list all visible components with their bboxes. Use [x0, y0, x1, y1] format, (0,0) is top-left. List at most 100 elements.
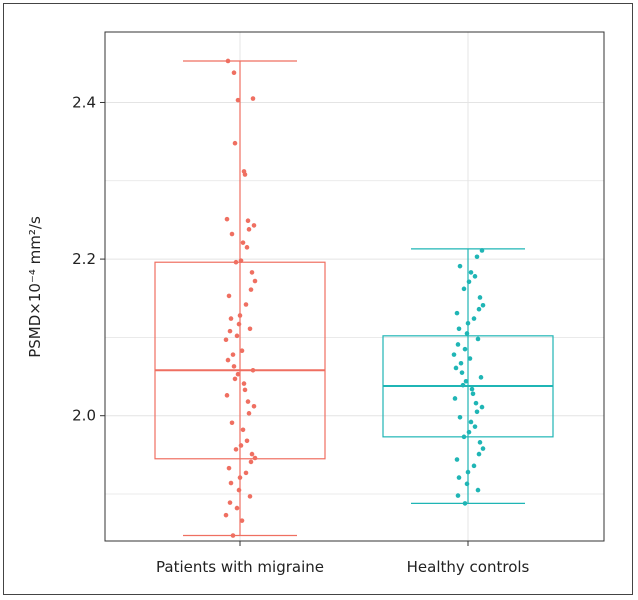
data-point: [468, 270, 474, 275]
data-point: [227, 328, 233, 334]
data-point: [228, 480, 234, 486]
figure-frame: [3, 3, 633, 595]
data-point: [230, 352, 236, 357]
data-point: [451, 352, 457, 357]
data-point: [229, 231, 235, 237]
data-point: [476, 451, 482, 457]
data-point: [455, 342, 461, 347]
data-point: [234, 505, 240, 511]
data-point: [242, 387, 248, 393]
data-point: [461, 434, 467, 440]
data-point: [237, 475, 243, 480]
data-point: [237, 313, 243, 318]
data-point: [467, 356, 473, 361]
data-point: [248, 287, 254, 292]
data-point: [456, 475, 462, 480]
data-point: [480, 446, 486, 451]
data-point: [245, 399, 251, 404]
data-point: [474, 409, 480, 415]
data-point: [230, 533, 236, 538]
data-point: [252, 455, 258, 461]
data-point: [462, 346, 468, 352]
series-0: [154, 58, 326, 538]
data-point: [466, 279, 472, 285]
data-point: [465, 321, 471, 326]
data-point: [243, 470, 249, 476]
data-point: [250, 367, 256, 373]
data-point: [471, 316, 477, 321]
data-point: [469, 386, 475, 392]
plot-panel: [104, 31, 605, 542]
data-point: [477, 440, 483, 445]
data-point: [235, 97, 241, 103]
data-point: [249, 270, 255, 275]
data-point: [233, 447, 239, 452]
data-point: [249, 451, 255, 457]
data-point: [472, 424, 478, 429]
data-point: [239, 348, 245, 354]
data-point: [225, 357, 231, 363]
data-point: [455, 493, 461, 498]
data-point: [233, 259, 239, 265]
data-point: [457, 414, 463, 420]
data-point: [243, 302, 249, 307]
data-point: [456, 326, 462, 332]
data-point: [227, 500, 233, 505]
data-point: [251, 223, 257, 228]
data-point: [231, 70, 237, 76]
y-axis-title: PSMD×10⁻⁴ mm²/s: [26, 216, 44, 358]
data-point: [240, 240, 246, 245]
data-point: [466, 429, 472, 435]
data-point: [477, 295, 483, 300]
data-point: [241, 381, 247, 386]
data-point: [234, 333, 240, 339]
y-axis-ticks: 2.0 2.2 2.4: [72, 93, 105, 425]
x-category-label: Patients with migraine: [156, 558, 324, 576]
data-point: [478, 375, 484, 380]
data-point: [462, 501, 468, 506]
data-point: [480, 302, 486, 308]
data-point: [252, 278, 258, 284]
data-point: [235, 371, 241, 377]
data-point: [225, 58, 231, 64]
data-point: [464, 331, 470, 336]
data-point: [223, 512, 229, 518]
data-point: [238, 443, 244, 448]
data-point: [454, 457, 460, 462]
y-tick-label: 2.0: [72, 407, 96, 425]
data-point: [239, 518, 245, 523]
data-point: [475, 487, 481, 493]
data-point: [453, 365, 459, 371]
data-point: [468, 419, 474, 425]
data-point: [244, 438, 250, 444]
y-tick-label: 2.2: [72, 250, 96, 268]
data-point: [224, 393, 230, 398]
series-layer: [154, 58, 554, 538]
data-point: [226, 293, 232, 299]
data-point: [245, 218, 251, 224]
data-point: [470, 391, 476, 397]
data-point: [246, 227, 252, 232]
iqr-box: [154, 261, 326, 460]
data-point: [452, 396, 458, 401]
data-point: [246, 411, 252, 416]
data-point: [251, 404, 257, 409]
data-point: [465, 469, 471, 475]
data-point: [236, 487, 242, 493]
data-point: [479, 248, 485, 253]
data-point: [476, 306, 482, 312]
data-point: [229, 420, 235, 426]
data-point: [472, 274, 478, 279]
data-point: [454, 310, 460, 316]
data-point: [244, 245, 250, 250]
data-point: [240, 427, 246, 433]
data-point: [224, 216, 230, 222]
data-point: [223, 337, 229, 343]
data-point: [479, 404, 485, 410]
data-point: [250, 96, 256, 101]
data-point: [474, 254, 480, 260]
data-point: [247, 326, 253, 332]
x-category-label: Healthy controls: [407, 558, 530, 576]
data-point: [248, 459, 254, 465]
